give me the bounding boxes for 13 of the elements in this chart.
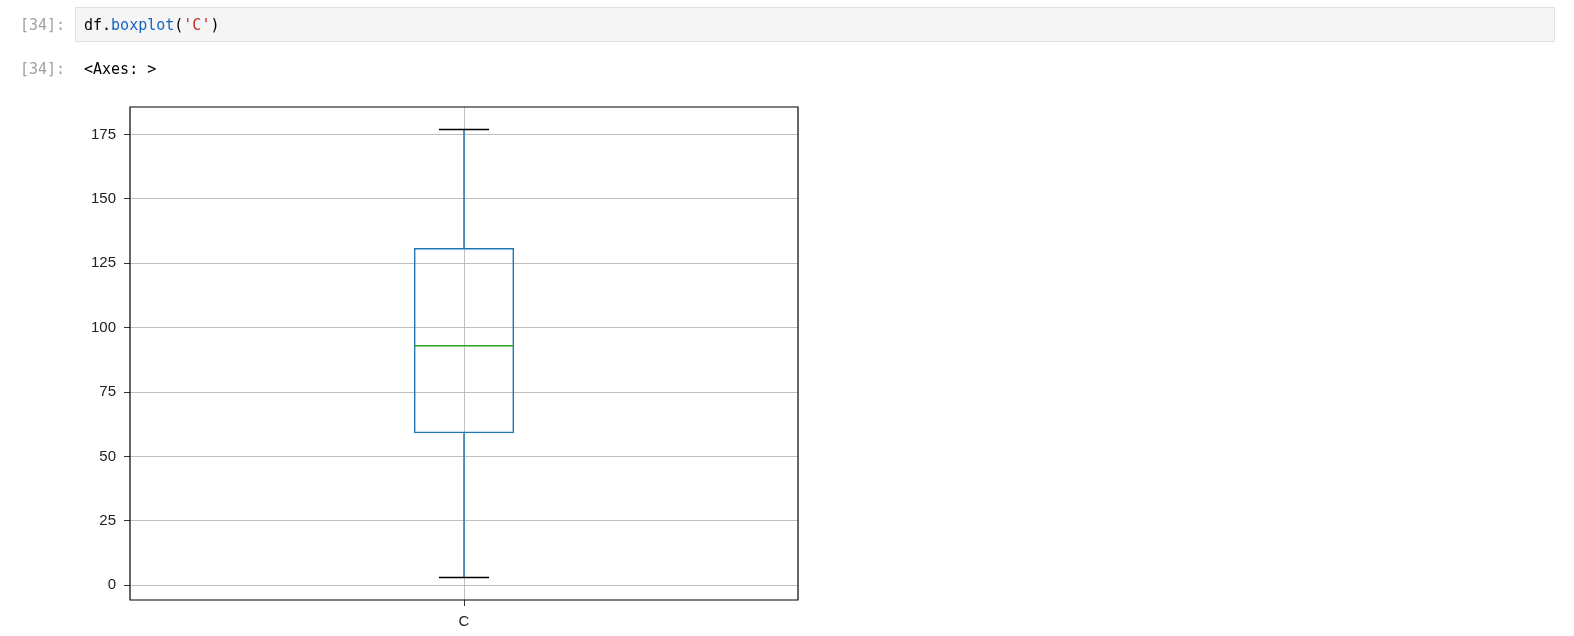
text: df.boxplot('C') <box>84 15 220 35</box>
y-tick-label: 75 <box>99 382 116 400</box>
y-tick-label: 175 <box>90 124 116 142</box>
text: <Axes: > <box>84 59 157 79</box>
x-tick-label: C <box>458 612 470 630</box>
text: [34]: <box>20 59 67 79</box>
y-tick-label: 125 <box>90 253 116 271</box>
text: [34]: <box>20 15 67 35</box>
y-tick-label: 50 <box>99 446 116 464</box>
y-tick-label: 25 <box>99 511 116 529</box>
y-tick-label: 150 <box>90 189 116 207</box>
y-tick-label: 100 <box>90 317 116 335</box>
y-tick-label: 0 <box>107 575 116 593</box>
